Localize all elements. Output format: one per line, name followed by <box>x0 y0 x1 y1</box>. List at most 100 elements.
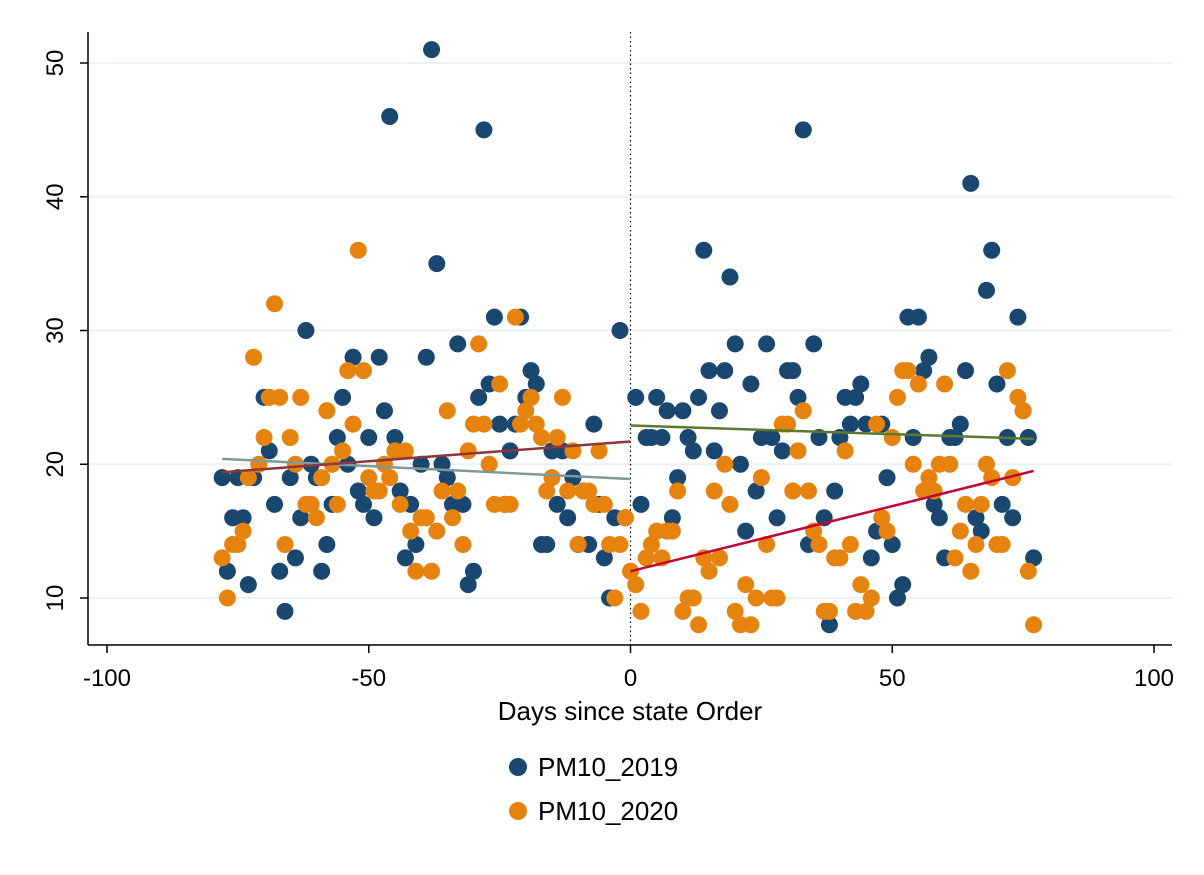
legend-label-pm10-2019: PM10_2019 <box>538 752 678 782</box>
data-point <box>396 549 414 567</box>
data-point <box>428 255 446 273</box>
data-point <box>527 375 545 393</box>
data-point <box>998 362 1016 380</box>
data-point <box>355 362 373 380</box>
data-point <box>627 388 645 406</box>
data-point <box>705 482 723 500</box>
data-point <box>967 509 985 527</box>
x-tick-label: 100 <box>1134 665 1174 692</box>
data-point <box>559 509 577 527</box>
data-point <box>721 495 739 513</box>
data-point <box>789 388 807 406</box>
data-point <box>470 335 488 353</box>
data-point <box>904 429 922 446</box>
data-point <box>533 429 551 446</box>
data-point <box>527 415 545 433</box>
fit-line-before <box>222 440 631 474</box>
data-point <box>538 536 556 553</box>
data-point <box>501 495 519 513</box>
data-point <box>276 602 294 620</box>
data-point <box>873 509 891 527</box>
data-point <box>1009 308 1027 326</box>
y-tick-label: 40 <box>42 183 69 210</box>
data-point <box>454 536 472 553</box>
x-tick-label: 0 <box>624 665 637 692</box>
data-point <box>349 241 367 259</box>
data-point <box>710 402 728 420</box>
data-point <box>328 495 346 513</box>
y-tick-label: 30 <box>42 317 69 344</box>
data-point <box>318 402 336 420</box>
data-point <box>213 549 231 567</box>
data-point <box>962 562 980 580</box>
data-point <box>716 362 734 380</box>
data-point <box>1025 549 1043 567</box>
data-point <box>878 522 896 540</box>
x-tick-label: -100 <box>83 665 131 692</box>
data-point <box>977 455 995 473</box>
data-point <box>292 388 310 406</box>
data-point <box>888 388 906 406</box>
data-point <box>491 375 509 393</box>
data-point <box>993 495 1011 513</box>
data-point <box>642 536 660 553</box>
data-point <box>899 362 917 380</box>
data-point <box>1004 469 1022 487</box>
y-tick-label: 50 <box>42 50 69 77</box>
data-point <box>810 429 828 446</box>
data-point <box>988 375 1006 393</box>
data-point <box>553 388 571 406</box>
data-point <box>705 442 723 460</box>
data-point <box>726 335 744 353</box>
data-point <box>611 322 629 339</box>
data-point <box>433 482 451 500</box>
data-point <box>852 375 870 393</box>
x-tick-label: -50 <box>351 665 386 692</box>
data-point <box>784 482 802 500</box>
data-point <box>883 536 901 553</box>
data-point <box>548 495 566 513</box>
data-point <box>470 388 488 406</box>
data-point <box>595 549 613 567</box>
data-point <box>690 388 708 406</box>
data-point <box>480 455 498 473</box>
data-point <box>700 362 718 380</box>
data-point <box>878 469 896 487</box>
data-point <box>977 281 995 299</box>
data-point <box>428 522 446 540</box>
data-point <box>758 536 776 553</box>
data-point <box>868 415 886 433</box>
data-point <box>737 522 755 540</box>
data-point <box>569 536 587 553</box>
x-axis-ticks: -100 -50 0 50 100 <box>83 645 1174 692</box>
data-point <box>690 616 708 634</box>
data-point <box>218 562 236 580</box>
data-point <box>239 469 257 487</box>
fit-lines <box>222 424 1034 573</box>
data-point <box>972 495 990 513</box>
data-point <box>983 241 1001 259</box>
data-point <box>449 335 467 353</box>
data-point <box>663 522 681 540</box>
data-point <box>1025 616 1043 634</box>
data-point <box>370 348 388 366</box>
data-point <box>297 322 315 339</box>
data-point <box>444 509 462 527</box>
data-point <box>506 308 524 326</box>
data-point <box>407 562 425 580</box>
data-point <box>266 295 284 313</box>
data-point <box>773 442 791 460</box>
data-point <box>349 482 367 500</box>
data-point <box>464 562 482 580</box>
data-point <box>260 442 278 460</box>
data-point <box>731 455 749 473</box>
fit-line-after <box>630 424 1034 441</box>
data-point <box>684 589 702 607</box>
data-point <box>894 576 912 594</box>
data-point <box>820 616 838 634</box>
data-point <box>758 335 776 353</box>
data-point <box>993 536 1011 553</box>
data-point <box>611 536 629 553</box>
data-point <box>213 469 231 487</box>
series-pm10-2020 <box>213 241 1043 634</box>
